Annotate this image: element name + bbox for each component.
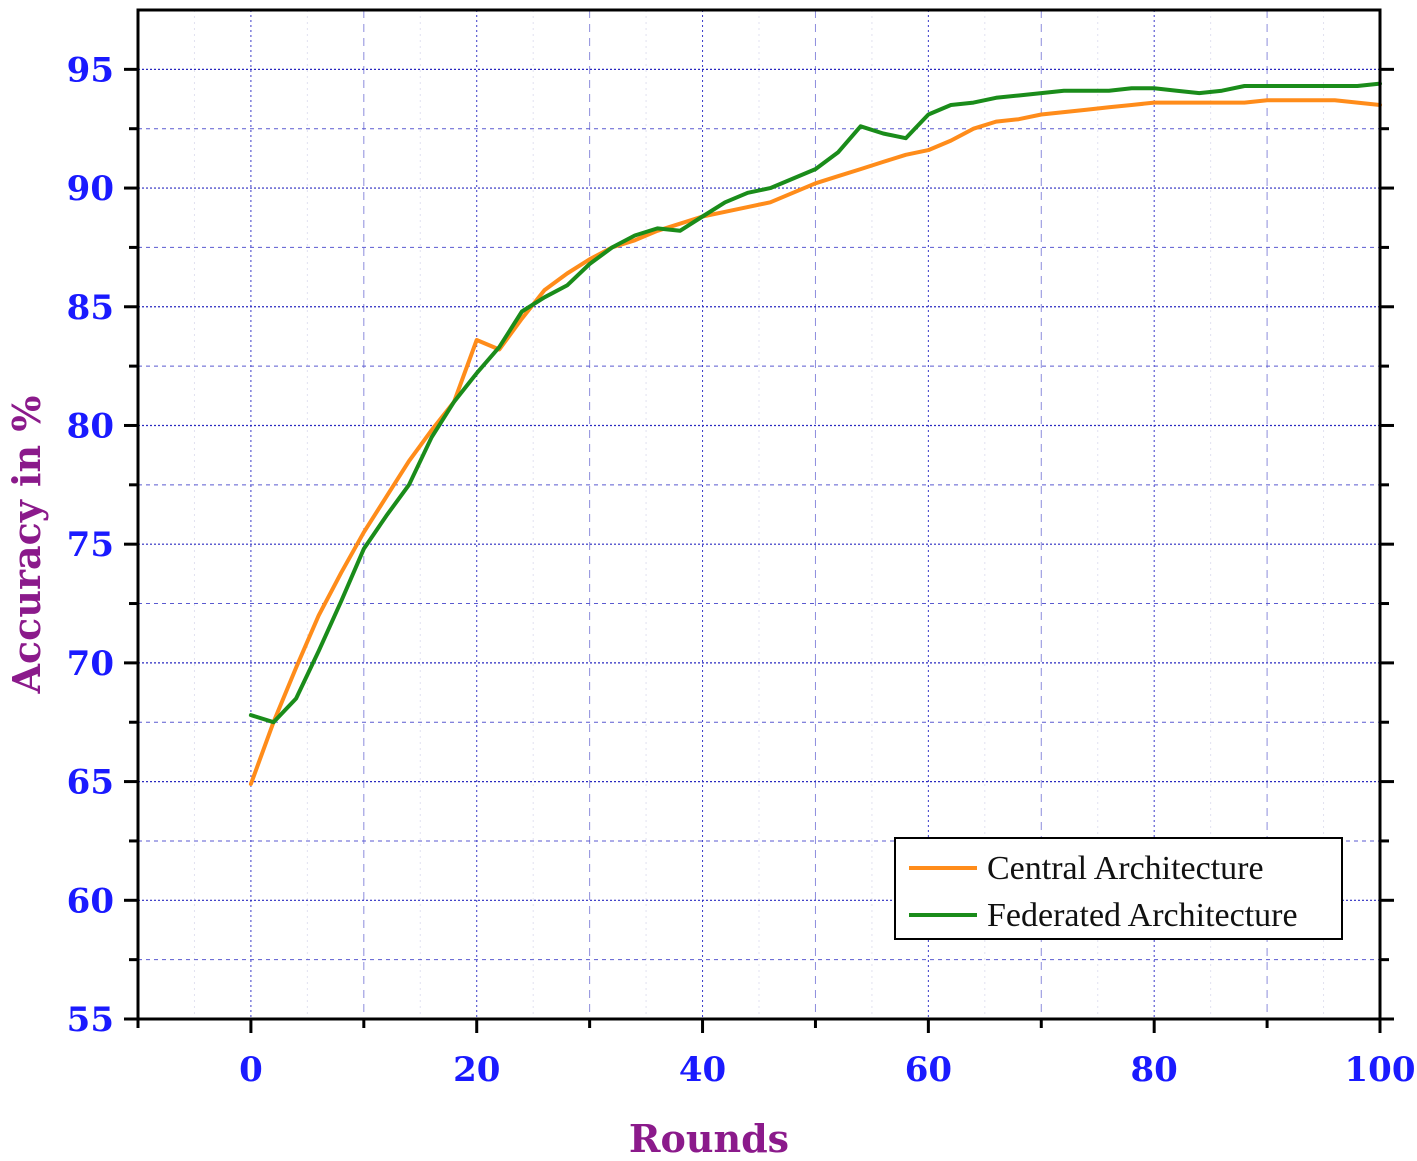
y-tick-label: 85 (67, 288, 114, 328)
series-line-central-architecture (248, 98, 1382, 786)
legend-label-federated-architecture: Federated Architecture (987, 897, 1298, 934)
plot-frame (136, 8, 1382, 1021)
x-tick-label: 40 (679, 1050, 726, 1090)
y-tick-label: 90 (67, 169, 114, 209)
legend-label-central-architecture: Central Architecture (987, 850, 1264, 887)
y-tick-label: 95 (67, 50, 114, 90)
y-tick-label: 60 (67, 881, 114, 921)
y-tick-label: 55 (67, 1000, 114, 1040)
y-tick-label: 70 (67, 644, 114, 684)
series-layer (248, 81, 1382, 786)
x-axis-title: Rounds (629, 1116, 789, 1161)
x-tick-label: 20 (453, 1050, 500, 1090)
y-axis-title: Accuracy in % (4, 396, 49, 695)
x-tick-label: 100 (1345, 1050, 1416, 1090)
x-tick-label: 80 (1131, 1050, 1178, 1090)
tick-label-layer: 0 20 40 60 80 100 55 60 65 70 75 80 85 90 95 (67, 50, 1416, 1090)
x-tick-label: 0 (239, 1050, 263, 1090)
y-tick-label: 65 (67, 763, 114, 803)
tick-layer (124, 67, 1394, 1033)
legend-box (894, 837, 1343, 940)
series-line-federated-architecture (248, 81, 1382, 725)
x-tick-label: 60 (905, 1050, 952, 1090)
legend: Central Architecture Federated Architect… (894, 837, 1343, 940)
y-tick-label: 80 (67, 406, 114, 446)
y-tick-label: 75 (67, 525, 114, 565)
